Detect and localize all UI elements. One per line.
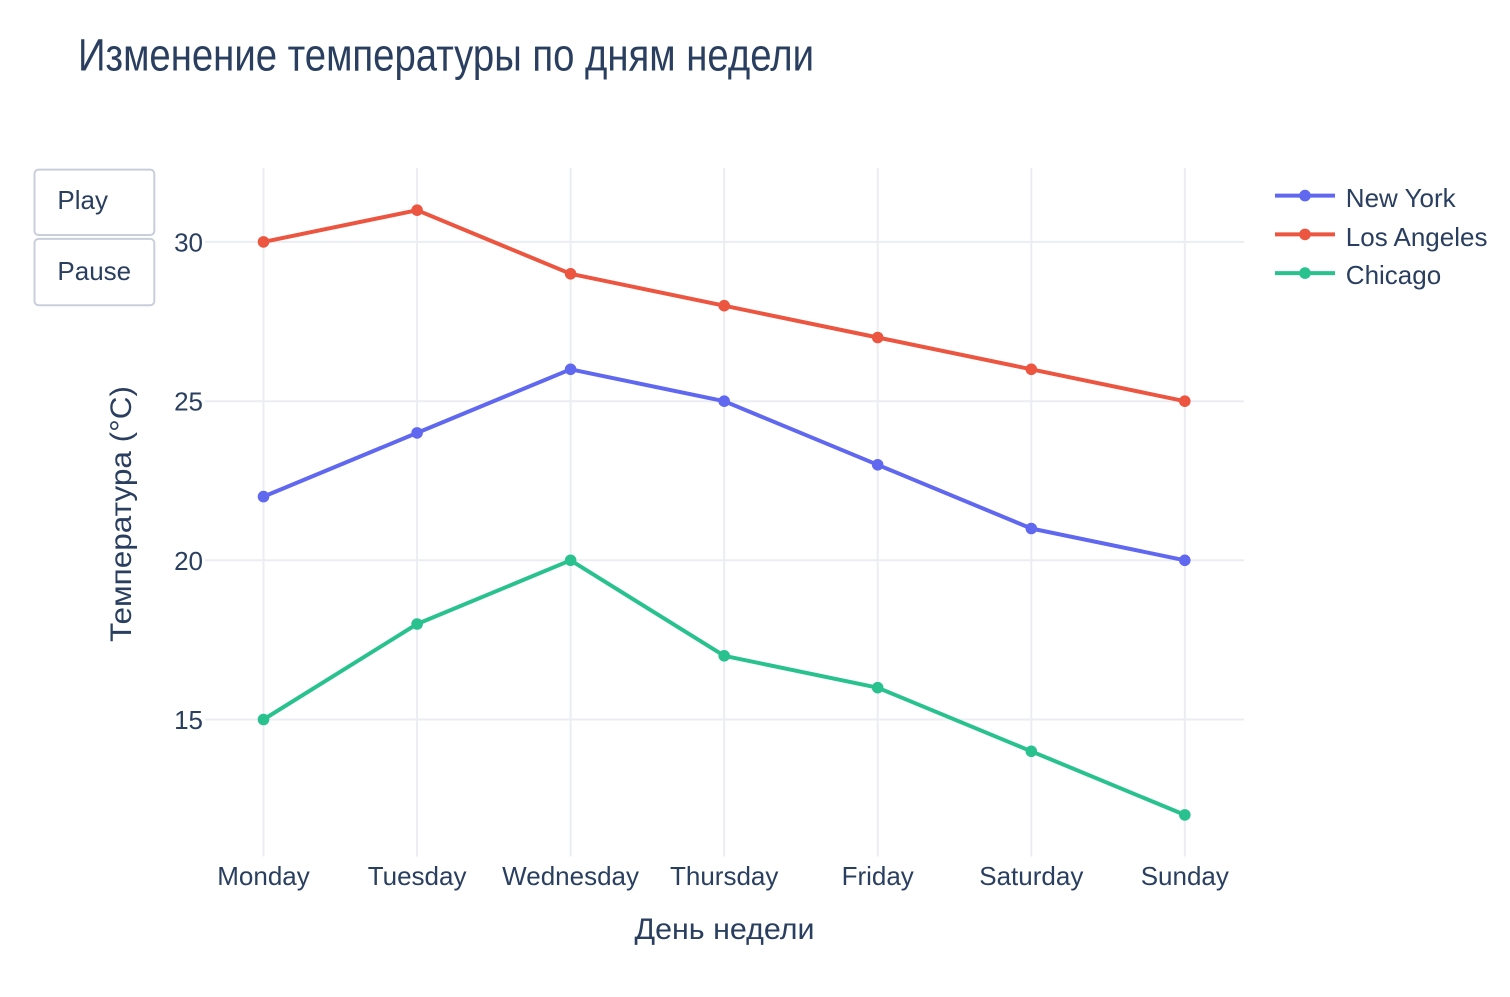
- svg-text:Friday: Friday: [842, 861, 914, 891]
- svg-text:20: 20: [174, 546, 203, 576]
- svg-text:Pause: Pause: [57, 256, 131, 286]
- svg-text:Monday: Monday: [217, 861, 310, 891]
- svg-text:Play: Play: [57, 185, 108, 215]
- svg-text:Изменение температуры по дням: Изменение температуры по дням недели: [78, 30, 814, 81]
- svg-text:День недели: День недели: [635, 913, 815, 946]
- svg-text:15: 15: [174, 705, 203, 735]
- svg-text:25: 25: [174, 387, 203, 417]
- svg-text:Температура (°C): Температура (°C): [105, 386, 138, 642]
- svg-text:New York: New York: [1346, 183, 1457, 213]
- svg-text:Thursday: Thursday: [670, 861, 778, 891]
- svg-text:Los Angeles: Los Angeles: [1346, 222, 1488, 252]
- svg-text:Saturday: Saturday: [979, 861, 1083, 891]
- svg-text:Tuesday: Tuesday: [368, 861, 467, 891]
- svg-text:Wednesday: Wednesday: [502, 861, 639, 891]
- svg-text:Sunday: Sunday: [1141, 861, 1229, 891]
- svg-text:30: 30: [174, 227, 203, 257]
- svg-text:Chicago: Chicago: [1346, 260, 1441, 290]
